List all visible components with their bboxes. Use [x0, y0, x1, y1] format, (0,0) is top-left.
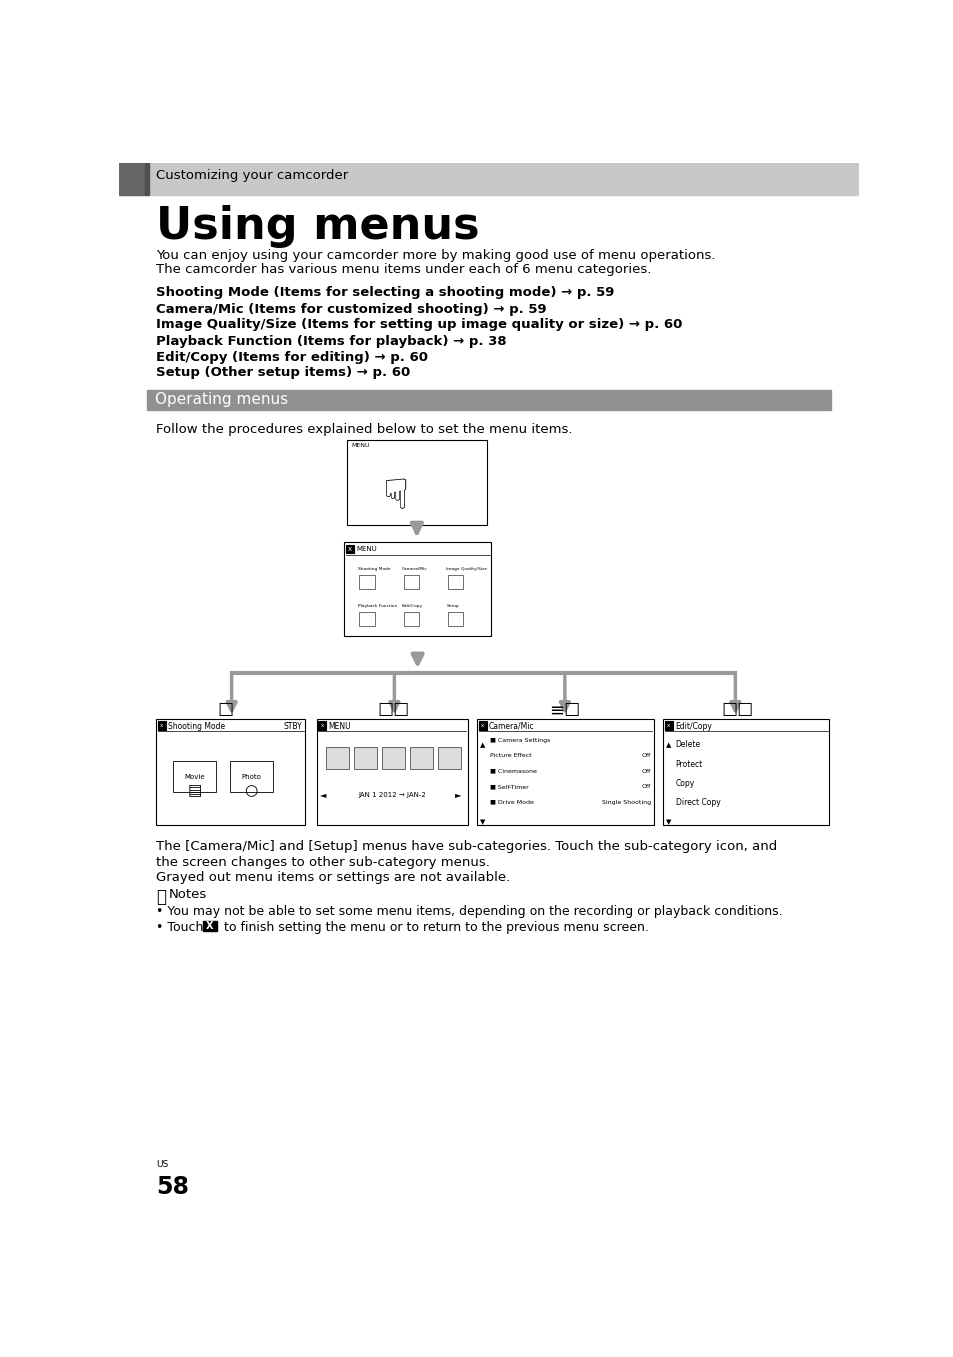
- Text: ▼: ▼: [666, 818, 671, 825]
- Text: Delete: Delete: [675, 741, 700, 749]
- Bar: [478, 721, 486, 730]
- Text: ◄: ◄: [319, 790, 326, 799]
- Bar: [230, 761, 273, 792]
- Text: ▤: ▤: [187, 783, 201, 798]
- Text: ■ Camera Settings: ■ Camera Settings: [489, 738, 550, 744]
- Text: ■ Cinemasone: ■ Cinemasone: [489, 769, 536, 773]
- Text: The [Camera/Mic] and [Setup] menus have sub-categories. Touch the sub-category i: The [Camera/Mic] and [Setup] menus have …: [156, 840, 777, 854]
- Text: X: X: [206, 921, 213, 931]
- Bar: [662, 719, 828, 825]
- Text: Playback Function: Playback Function: [357, 604, 396, 608]
- Bar: [173, 761, 216, 792]
- Text: Photo: Photo: [241, 775, 261, 780]
- Text: Notes: Notes: [169, 889, 207, 901]
- Bar: [158, 721, 166, 730]
- Bar: [203, 920, 216, 931]
- Text: Image Quality/Size: Image Quality/Size: [446, 567, 487, 571]
- Text: Camera/Mic (Items for customized shooting) → p. 59: Camera/Mic (Items for customized shootin…: [156, 303, 546, 316]
- Text: Off: Off: [641, 784, 650, 790]
- Text: Edit/Copy (Items for editing) → p. 60: Edit/Copy (Items for editing) → p. 60: [156, 350, 428, 364]
- Bar: [403, 612, 418, 626]
- Bar: [345, 544, 354, 554]
- Text: MENU: MENU: [328, 722, 351, 731]
- Text: Direct Copy: Direct Copy: [675, 798, 720, 807]
- Text: ▲: ▲: [666, 742, 671, 748]
- Text: x: x: [480, 723, 484, 727]
- Text: x: x: [348, 546, 352, 552]
- Bar: [403, 575, 418, 589]
- Bar: [318, 721, 326, 730]
- Text: ■ Self-Timer: ■ Self-Timer: [489, 784, 528, 790]
- Text: The camcorder has various menu items under each of 6 menu categories.: The camcorder has various menu items und…: [156, 263, 651, 275]
- Text: to finish setting the menu or to return to the previous menu screen.: to finish setting the menu or to return …: [220, 920, 648, 934]
- Bar: [326, 748, 349, 769]
- Bar: [447, 575, 463, 589]
- Text: Shooting Mode: Shooting Mode: [357, 567, 391, 571]
- Text: Edit/Copy: Edit/Copy: [402, 604, 423, 608]
- Text: Shooting Mode (Items for selecting a shooting mode) → p. 59: Shooting Mode (Items for selecting a sho…: [156, 286, 614, 299]
- Text: Single Shooting: Single Shooting: [601, 799, 650, 805]
- Text: Setup: Setup: [446, 604, 458, 608]
- Text: Movie: Movie: [184, 775, 205, 780]
- Bar: [359, 575, 375, 589]
- Text: • You may not be able to set some menu items, depending on the recording or play: • You may not be able to set some menu i…: [156, 905, 782, 919]
- Text: Off: Off: [641, 769, 650, 773]
- Text: ☐: ☐: [217, 702, 233, 719]
- Bar: [381, 748, 405, 769]
- Text: Operating menus: Operating menus: [154, 392, 288, 407]
- Text: Grayed out menu items or settings are not available.: Grayed out menu items or settings are no…: [156, 871, 510, 885]
- Text: the screen changes to other sub-category menus.: the screen changes to other sub-category…: [156, 856, 490, 868]
- Text: Picture Effect: Picture Effect: [489, 753, 531, 759]
- Bar: [410, 748, 433, 769]
- Bar: [359, 612, 375, 626]
- Text: Follow the procedures explained below to set the menu items.: Follow the procedures explained below to…: [156, 423, 573, 436]
- Text: Using menus: Using menus: [156, 205, 479, 248]
- Bar: [119, 163, 858, 195]
- Text: ►: ►: [455, 790, 461, 799]
- Bar: [316, 719, 468, 825]
- Text: MENU: MENU: [356, 546, 376, 551]
- Text: Copy: Copy: [675, 779, 694, 788]
- Text: ▼: ▼: [480, 818, 485, 825]
- Text: Image Quality/Size (Items for setting up image quality or size) → p. 60: Image Quality/Size (Items for setting up…: [156, 319, 682, 331]
- Text: 58: 58: [156, 1175, 190, 1200]
- Bar: [476, 719, 654, 825]
- Text: x: x: [320, 723, 324, 727]
- Bar: [437, 748, 460, 769]
- Text: x: x: [666, 723, 670, 727]
- Bar: [147, 389, 830, 410]
- Bar: [447, 612, 463, 626]
- Text: x: x: [160, 723, 163, 727]
- Text: Playback Function (Items for playback) → p. 38: Playback Function (Items for playback) →…: [156, 335, 507, 349]
- Text: ☐☐: ☐☐: [720, 702, 753, 719]
- Bar: [344, 543, 491, 636]
- Text: ⓨ: ⓨ: [156, 889, 166, 906]
- Text: Camera/Mic: Camera/Mic: [488, 722, 534, 731]
- Bar: [354, 748, 377, 769]
- Text: ■ Drive Mode: ■ Drive Mode: [489, 799, 533, 805]
- Text: ▲: ▲: [480, 742, 485, 748]
- Text: JAN 1 2012 → JAN-2: JAN 1 2012 → JAN-2: [357, 792, 425, 798]
- Text: ○: ○: [244, 783, 257, 798]
- Bar: [119, 163, 145, 195]
- Text: Setup (Other setup items) → p. 60: Setup (Other setup items) → p. 60: [156, 366, 411, 379]
- Text: Protect: Protect: [675, 760, 702, 768]
- Bar: [145, 163, 150, 195]
- Text: Shooting Mode: Shooting Mode: [168, 722, 225, 731]
- Text: ☐☐: ☐☐: [377, 702, 409, 719]
- Bar: [664, 721, 672, 730]
- Text: Edit/Copy: Edit/Copy: [674, 722, 711, 731]
- Text: ☞: ☞: [369, 476, 411, 514]
- Text: MENU: MENU: [351, 444, 369, 448]
- Text: US: US: [156, 1160, 169, 1168]
- Text: • Touch: • Touch: [156, 920, 208, 934]
- Text: Camera/Mic: Camera/Mic: [402, 567, 428, 571]
- Text: STBY: STBY: [283, 722, 302, 731]
- Bar: [156, 719, 305, 825]
- Text: ≡☐: ≡☐: [549, 702, 580, 719]
- Bar: [347, 440, 486, 525]
- Text: You can enjoy using your camcorder more by making good use of menu operations.: You can enjoy using your camcorder more …: [156, 250, 715, 262]
- Text: Off: Off: [641, 753, 650, 759]
- Text: Customizing your camcorder: Customizing your camcorder: [156, 170, 349, 182]
